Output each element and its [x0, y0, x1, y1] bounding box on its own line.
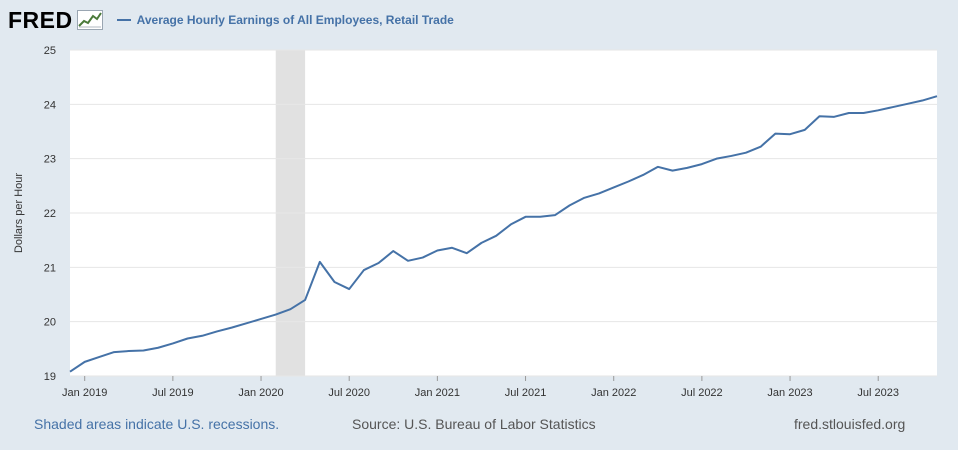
y-tick-label: 23 [44, 154, 56, 166]
x-tick-label: Jul 2020 [328, 387, 370, 399]
series-line [69, 95, 938, 373]
y-tick-label: 19 [44, 371, 56, 383]
recession-note[interactable]: Shaded areas indicate U.S. recessions. [34, 416, 280, 432]
x-tick-label: Jul 2022 [681, 387, 723, 399]
x-tick-label: Jan 2022 [591, 387, 636, 399]
fred-logo[interactable]: FRED [8, 6, 73, 33]
chart-header: FRED Average Hourly Earnings of All Empl… [8, 6, 454, 34]
series-title[interactable]: Average Hourly Earnings of All Employees… [136, 13, 454, 27]
x-tick-label: Jan 2020 [238, 387, 283, 399]
x-tick-label: Jul 2021 [505, 387, 547, 399]
series-layer [69, 95, 938, 373]
y-axis-label: Dollars per Hour [13, 173, 25, 253]
source-note: Source: U.S. Bureau of Labor Statistics [352, 416, 596, 432]
x-tick-label: Jan 2019 [62, 387, 107, 399]
y-tick-label: 20 [44, 317, 56, 329]
y-ticks: 19 20 21 22 23 24 25 [44, 45, 56, 383]
y-tick-label: 24 [44, 99, 56, 111]
y-tick-label: 22 [44, 208, 56, 220]
x-tick-label: Jan 2023 [767, 387, 812, 399]
x-tick-label: Jan 2021 [415, 387, 460, 399]
x-ticks: Jan 2019 Jul 2019 Jan 2020 Jul 2020 Jan 2021… [62, 376, 899, 399]
site-url[interactable]: fred.stlouisfed.org [794, 416, 906, 432]
grid-layer [70, 49, 937, 377]
y-tick-label: 25 [44, 45, 56, 57]
y-tick-label: 21 [44, 262, 56, 274]
trend-chart-icon [76, 10, 103, 30]
x-tick-label: Jul 2019 [152, 387, 194, 399]
legend-line-swatch [116, 19, 131, 21]
x-tick-label: Jul 2023 [857, 387, 899, 399]
